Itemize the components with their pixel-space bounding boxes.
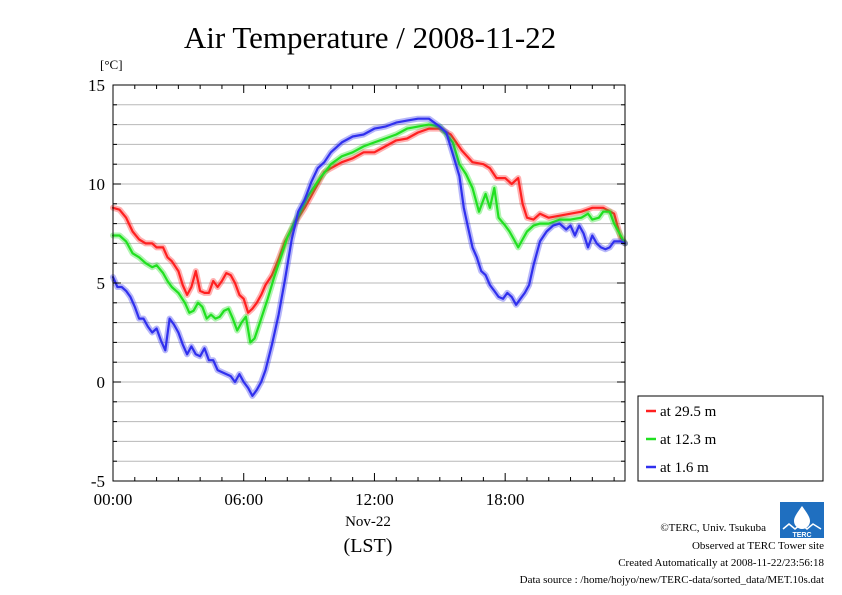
credit-source: Data source : /home/hojyo/new/TERC-data/… [520, 574, 824, 586]
y-tick-label: 5 [97, 274, 106, 293]
x-axis-label: (LST) [344, 535, 393, 557]
y-tick-label: -5 [91, 472, 105, 491]
credit-site: Observed at TERC Tower site [692, 540, 824, 552]
legend-label: at 29.5 m [660, 404, 717, 420]
series-lines [110, 115, 628, 399]
x-tick-label: 00:00 [94, 490, 133, 509]
legend-label: at 12.3 m [660, 432, 717, 448]
credits: ©TERC, Univ. Tsukuba Observed at TERC To… [520, 522, 825, 586]
y-tick-label: 15 [88, 76, 105, 95]
legend-box [637, 395, 824, 482]
credit-created: Created Automatically at 2008-11-22/23:5… [618, 557, 824, 569]
legend: at 29.5 m at 12.3 m at 1.6 m [637, 395, 824, 482]
legend-label: at 1.6 m [660, 460, 709, 476]
y-tick-label: 0 [97, 373, 106, 392]
x-axis-date-label: Nov-22 [345, 514, 391, 530]
y-tick-label: 10 [88, 175, 105, 194]
wave-icon [782, 523, 822, 530]
terc-logo: TERC [780, 502, 824, 539]
water-drop-icon [794, 506, 810, 529]
x-tick-label: 12:00 [355, 490, 394, 509]
series-line-1 [111, 123, 627, 344]
axis-ticks: -5 0 5 10 15 00:00 06:00 12:00 18:00 [88, 76, 625, 509]
x-tick-label: 06:00 [224, 490, 263, 509]
logo-text: TERC [792, 532, 811, 539]
series-line-0 [111, 127, 627, 314]
chart-title: Air Temperature / 2008-11-22 [184, 20, 556, 55]
series-halo-2 [110, 115, 628, 399]
y-axis-unit-label: [°C] [100, 57, 123, 72]
x-tick-label: 18:00 [486, 490, 525, 509]
credit-copyright: ©TERC, Univ. Tsukuba [660, 522, 766, 534]
series-line-2 [111, 117, 627, 397]
